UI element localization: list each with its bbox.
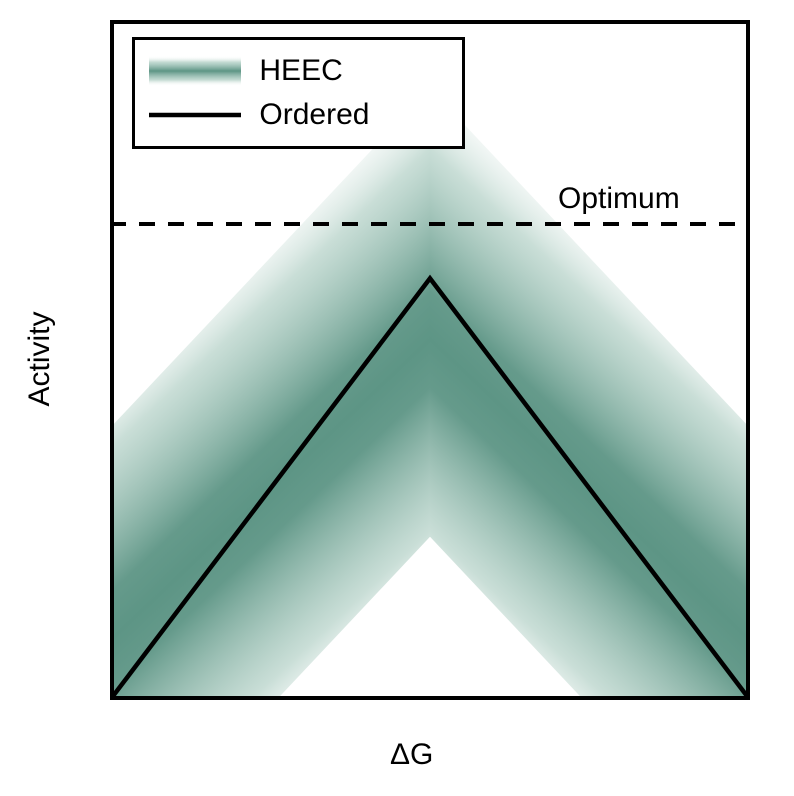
legend-swatch-ordered — [149, 100, 241, 130]
legend-entry: HEEC — [149, 54, 448, 88]
x-axis-label: ΔG — [390, 738, 433, 772]
y-axis-label: Activity — [23, 299, 57, 419]
legend-swatch-heec — [149, 56, 241, 86]
heec-band-right — [430, 88, 750, 700]
heec-band-left — [110, 88, 430, 700]
legend-entry: Ordered — [149, 98, 448, 132]
optimum-annotation: Optimum — [558, 182, 680, 216]
legend-box: HEEC Ordered — [132, 37, 465, 149]
figure-root: Activity ΔG Optimum HEEC Ordered — [0, 0, 794, 796]
legend-label: HEEC — [259, 54, 342, 88]
legend-label: Ordered — [259, 98, 369, 132]
